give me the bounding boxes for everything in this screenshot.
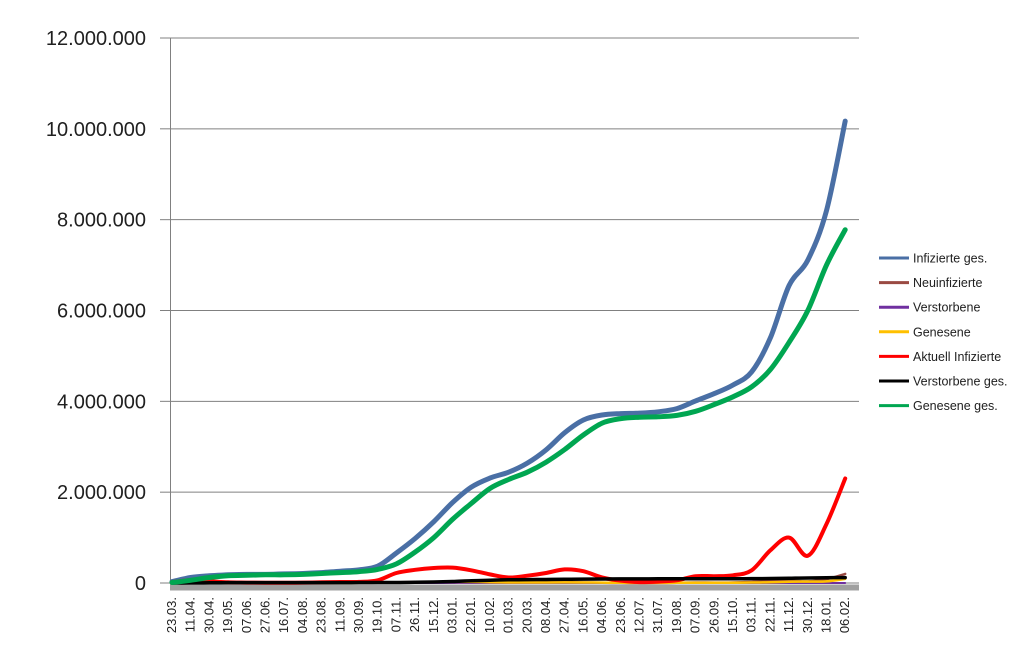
x-axis-label: 01.03. (501, 597, 516, 633)
legend-label: Aktuell Infizierte (913, 350, 1001, 364)
legend-label: Infizierte ges. (913, 252, 987, 266)
x-axis-label: 10.02. (482, 597, 497, 633)
x-axis-labels-group: 23.03. 11.04. 30.04. 19.05. 07.06. 27.06. 16.0… (164, 597, 852, 633)
x-axis-label: 11.12. (781, 597, 796, 632)
x-axis-label: 15.10. (725, 597, 740, 633)
x-axis-label: 30.04. (201, 597, 216, 633)
legend-label: Neuinfizierte (913, 276, 983, 290)
y-axis-label: 4.000.000 (57, 391, 146, 413)
legend-item: Verstorbene (879, 301, 980, 315)
legend-label: Verstorbene (913, 301, 980, 315)
x-axis-label: 07.11. (388, 597, 403, 632)
x-axis-label: 15.12. (426, 597, 441, 633)
y-axis-label: 2.000.000 (57, 482, 146, 504)
series-line-infizierte-ges (169, 118, 848, 585)
x-axis-label: 26.11. (407, 597, 422, 632)
legend-item: Infizierte ges. (879, 252, 987, 266)
x-axis-label: 30.09. (351, 597, 366, 633)
x-axis-label: 31.07. (650, 597, 665, 633)
x-axis-label: 19.08. (669, 597, 684, 633)
x-axis-label: 06.02. (837, 597, 852, 633)
x-axis-label: 19.05. (220, 597, 235, 633)
x-axis-label: 11.09. (332, 597, 347, 632)
x-axis-label: 04.08. (295, 597, 310, 633)
series-line-genesene-ges (169, 227, 848, 585)
x-axis-label: 07.09. (688, 597, 703, 633)
gridlines-group (160, 37, 859, 584)
legend-label: Genesene (913, 325, 971, 339)
x-axis-line (170, 584, 859, 591)
series-line-aktuell-infizierte (170, 476, 848, 585)
series-line-verstorbene-ges (170, 575, 847, 585)
legend-item: Verstorbene ges. (879, 375, 1008, 389)
x-axis-label: 22.11. (762, 597, 777, 632)
x-axis-label: 23.03. (164, 597, 179, 633)
y-axis-label: 10.000.000 (46, 119, 146, 141)
legend-label: Genesene ges. (913, 399, 998, 413)
legend-label: Verstorbene ges. (913, 375, 1008, 389)
x-axis-label: 08.04. (538, 597, 553, 633)
x-axis-label: 30.12. (800, 597, 815, 633)
legend-item: Aktuell Infizierte (879, 350, 1001, 364)
x-axis-label: 16.05. (575, 597, 590, 633)
x-axis-label: 11.04. (183, 597, 198, 632)
x-axis-label: 20.03. (519, 597, 534, 633)
y-axis-label: 8.000.000 (57, 210, 146, 232)
y-axis-labels-group: 0 2.000.000 4.000.000 6.000.000 8.000.000 10.… (46, 28, 146, 595)
legend-item: Genesene (879, 325, 971, 339)
x-axis-label: 19.10. (370, 597, 385, 633)
y-axis-label: 12.000.000 (46, 28, 146, 50)
x-axis-label: 07.06. (239, 597, 254, 633)
x-axis-label: 04.06. (594, 597, 609, 633)
series-group (169, 118, 848, 585)
x-axis-label: 26.09. (706, 597, 721, 633)
x-axis-label: 27.06. (258, 597, 273, 633)
x-axis-label: 23.08. (314, 597, 329, 633)
x-axis-label: 12.07. (632, 597, 647, 633)
x-axis-label: 16.07. (276, 597, 291, 633)
x-axis-label: 23.06. (613, 597, 628, 633)
y-axis-label: 6.000.000 (57, 301, 146, 323)
x-axis-label: 22.01. (463, 597, 478, 633)
x-axis-label: 18.01. (819, 597, 834, 633)
x-axis-label: 03.11. (744, 597, 759, 632)
y-axis-label: 0 (135, 573, 146, 595)
legend-item: Genesene ges. (879, 399, 998, 413)
x-axis-label: 03.01. (445, 597, 460, 633)
legend-item: Neuinfizierte (879, 276, 983, 290)
legend: Infizierte ges. Neuinfizierte Verstorbene G… (879, 252, 1008, 413)
x-axis-label: 27.04. (557, 597, 572, 633)
